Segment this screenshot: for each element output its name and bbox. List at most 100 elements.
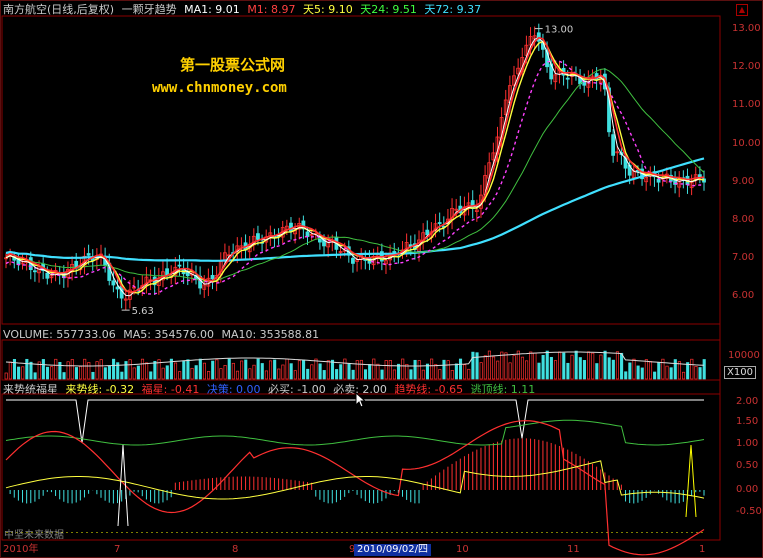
candle-body xyxy=(45,272,50,279)
volume-bar xyxy=(302,359,306,380)
volume-ma5: MA5: 354576.00 xyxy=(123,328,214,341)
volume-bar xyxy=(318,363,322,380)
volume-bar xyxy=(520,356,525,380)
volume-bar xyxy=(8,361,12,380)
volume-bar xyxy=(483,355,487,380)
volume-bar xyxy=(173,362,178,380)
volume-bar xyxy=(21,366,25,380)
volume-bar xyxy=(12,359,17,380)
qushi-value: 趋势线: -0.65 xyxy=(394,383,464,396)
volume-bar xyxy=(628,362,632,380)
volume-bar xyxy=(103,367,107,380)
volume-bar xyxy=(657,362,661,380)
candle-body xyxy=(528,36,533,46)
volume-bar xyxy=(661,358,665,380)
volume-bar xyxy=(421,369,425,380)
candle-body xyxy=(553,74,558,83)
candle-body xyxy=(437,222,442,224)
volume-bar xyxy=(240,360,244,380)
volume-bar xyxy=(653,371,657,380)
volume-value: VOLUME: 557733.06 xyxy=(3,328,116,341)
volume-bar xyxy=(529,351,533,380)
ma1-line xyxy=(5,37,705,297)
indicator-axis-tick: -0.50 xyxy=(736,506,762,517)
volume-unit-badge[interactable]: X100 xyxy=(724,366,756,379)
volume-bar xyxy=(545,350,549,380)
volume-bar xyxy=(219,368,223,380)
volume-ma10: MA10: 353588.81 xyxy=(221,328,320,341)
volume-bar xyxy=(289,363,293,380)
volume-bar xyxy=(648,361,653,380)
date-axis-label: 7 xyxy=(114,544,121,555)
indicator-axis-tick: 1.00 xyxy=(736,438,759,449)
volume-bar xyxy=(425,363,430,380)
volume-bar xyxy=(215,359,219,380)
volume-bar xyxy=(91,371,95,380)
volume-bar xyxy=(644,359,648,380)
ma-dotted-line xyxy=(5,60,705,295)
volume-bar xyxy=(632,358,636,380)
volume-bar xyxy=(145,362,149,380)
volume-bar xyxy=(578,357,582,380)
price-axis-tick: 13.00 xyxy=(732,23,761,34)
candle-body xyxy=(33,270,37,273)
candle-body xyxy=(503,99,508,115)
volume-bar xyxy=(17,366,21,380)
volume-bar xyxy=(277,368,281,380)
volume-bar xyxy=(326,360,330,380)
volume-bar xyxy=(591,352,595,380)
volume-bar xyxy=(95,361,99,380)
taoding-line xyxy=(5,419,705,446)
volume-bar xyxy=(136,365,140,380)
volume-bar xyxy=(178,371,182,380)
volume-bar xyxy=(467,368,471,380)
volume-bar xyxy=(446,360,450,380)
volume-bar xyxy=(128,359,132,380)
low-price-label: 5.63 xyxy=(132,306,154,317)
candle-body xyxy=(384,260,388,265)
candle-body xyxy=(656,178,661,183)
volume-bar xyxy=(273,359,277,380)
volume-bar xyxy=(690,358,694,380)
candle-body xyxy=(565,77,570,80)
candle-body xyxy=(305,231,310,237)
volume-bar xyxy=(640,367,644,380)
price-axis-tick: 6.00 xyxy=(732,290,755,301)
volume-bar xyxy=(401,358,405,380)
candle-body xyxy=(615,151,620,154)
volume-bar xyxy=(392,369,396,380)
volume-bar xyxy=(207,371,211,380)
volume-bar xyxy=(525,360,529,380)
candle-body xyxy=(516,67,521,75)
volume-bar xyxy=(347,363,351,380)
price-axis-tick: 10.00 xyxy=(732,138,761,149)
volume-bar xyxy=(343,358,347,380)
volume-bar xyxy=(87,362,91,380)
volume-bar xyxy=(694,365,698,380)
indicator-title: 来势统福星 xyxy=(3,383,58,396)
date-axis-label: 10 xyxy=(456,544,469,555)
panel-scroll-button[interactable]: ▲ xyxy=(736,4,748,16)
volume-bar xyxy=(500,351,504,380)
volume-bar xyxy=(78,366,83,380)
volume-bar xyxy=(504,352,508,380)
volume-bar xyxy=(293,370,297,380)
volume-bar xyxy=(190,367,194,380)
volume-bar xyxy=(512,355,516,380)
volume-bar xyxy=(198,358,202,380)
price-axis-tick: 12.00 xyxy=(732,61,761,72)
volume-bar xyxy=(268,360,273,380)
candle-body xyxy=(342,248,347,252)
candle-body xyxy=(351,257,355,264)
volume-bar xyxy=(223,365,227,380)
footer-watermark: 中坚未来数据 xyxy=(4,530,64,541)
candle-body xyxy=(309,233,314,236)
volume-axis-tick: 10000 xyxy=(728,350,760,361)
candle-body xyxy=(301,220,306,230)
volume-bar xyxy=(686,362,690,380)
volume-bar xyxy=(413,359,417,380)
volume-bar xyxy=(107,365,112,380)
volume-bar xyxy=(516,350,520,380)
volume-bar xyxy=(677,361,681,380)
